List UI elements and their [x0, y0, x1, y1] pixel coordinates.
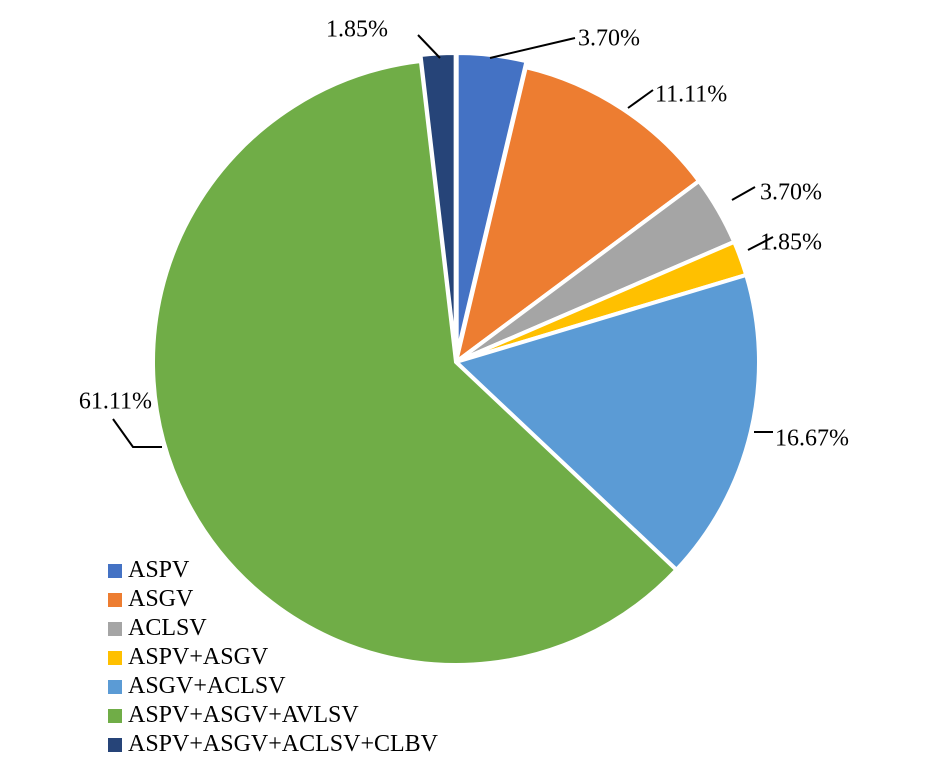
legend-label: ASPV+ASGV+ACLSV+CLBV — [128, 731, 438, 757]
legend-swatch — [108, 592, 122, 607]
legend-label: ASPV+ASGV — [128, 644, 269, 670]
legend-label: ASGV+ACLSV — [128, 673, 286, 699]
legend-item-aspv: ASPV — [108, 556, 438, 585]
chart-legend: ASPV ASGV ACLSV ASPV+ASGV ASGV+ACLSV ASPV+ASG… — [108, 556, 438, 759]
leader-line-aclsv — [731, 186, 756, 201]
pie-slice-asgv — [452, 64, 702, 367]
data-label-aclsv: 3.70% — [760, 180, 822, 206]
leader-line-asgv — [627, 89, 654, 109]
data-label-aspv: 3.70% — [578, 26, 640, 52]
data-label-aspv-asgv-avlsv: 61.11% — [79, 389, 152, 415]
data-label-asgv: 11.11% — [655, 82, 727, 108]
legend-item-aspv-asgv-aclsv-clbv: ASPV+ASGV+ACLSV+CLBV — [108, 730, 438, 759]
legend-swatch — [108, 650, 122, 665]
legend-item-asgv: ASGV — [108, 585, 438, 614]
legend-swatch — [108, 563, 122, 578]
legend-item-asgv-aclsv: ASGV+ACLSV — [108, 672, 438, 701]
legend-swatch — [108, 621, 122, 636]
data-label-asgv-aclsv: 16.67% — [775, 426, 849, 452]
legend-swatch — [108, 737, 122, 752]
leader-line-aspv-asgv-avlsv — [112, 418, 162, 448]
legend-item-aclsv: ACLSV — [108, 614, 438, 643]
leader-line-aspv-asgv — [747, 236, 774, 251]
legend-label: ASPV — [128, 557, 190, 583]
data-label-aspv-asgv: 1.85% — [760, 230, 822, 256]
data-label-aspv-asgv-aclsv-clbv: 1.85% — [326, 17, 388, 43]
legend-item-aspv-asgv: ASPV+ASGV — [108, 643, 438, 672]
legend-swatch — [108, 679, 122, 694]
legend-label: ASPV+ASGV+AVLSV — [128, 702, 359, 728]
pie-slice-aspv-asgv-avlsv — [151, 58, 680, 667]
legend-item-aspv-asgv-avlsv: ASPV+ASGV+AVLSV — [108, 701, 438, 730]
pie-slice-aspv-asgv-aclsv-clbv — [418, 51, 458, 357]
pie-slice-asgv-aclsv — [452, 272, 761, 573]
legend-label: ASGV — [128, 586, 194, 612]
leader-line-aspv-asgv-aclsv-clbv — [417, 34, 441, 59]
legend-label: ACLSV — [128, 615, 207, 641]
legend-swatch — [108, 708, 122, 723]
leader-line-aspv — [489, 37, 576, 59]
